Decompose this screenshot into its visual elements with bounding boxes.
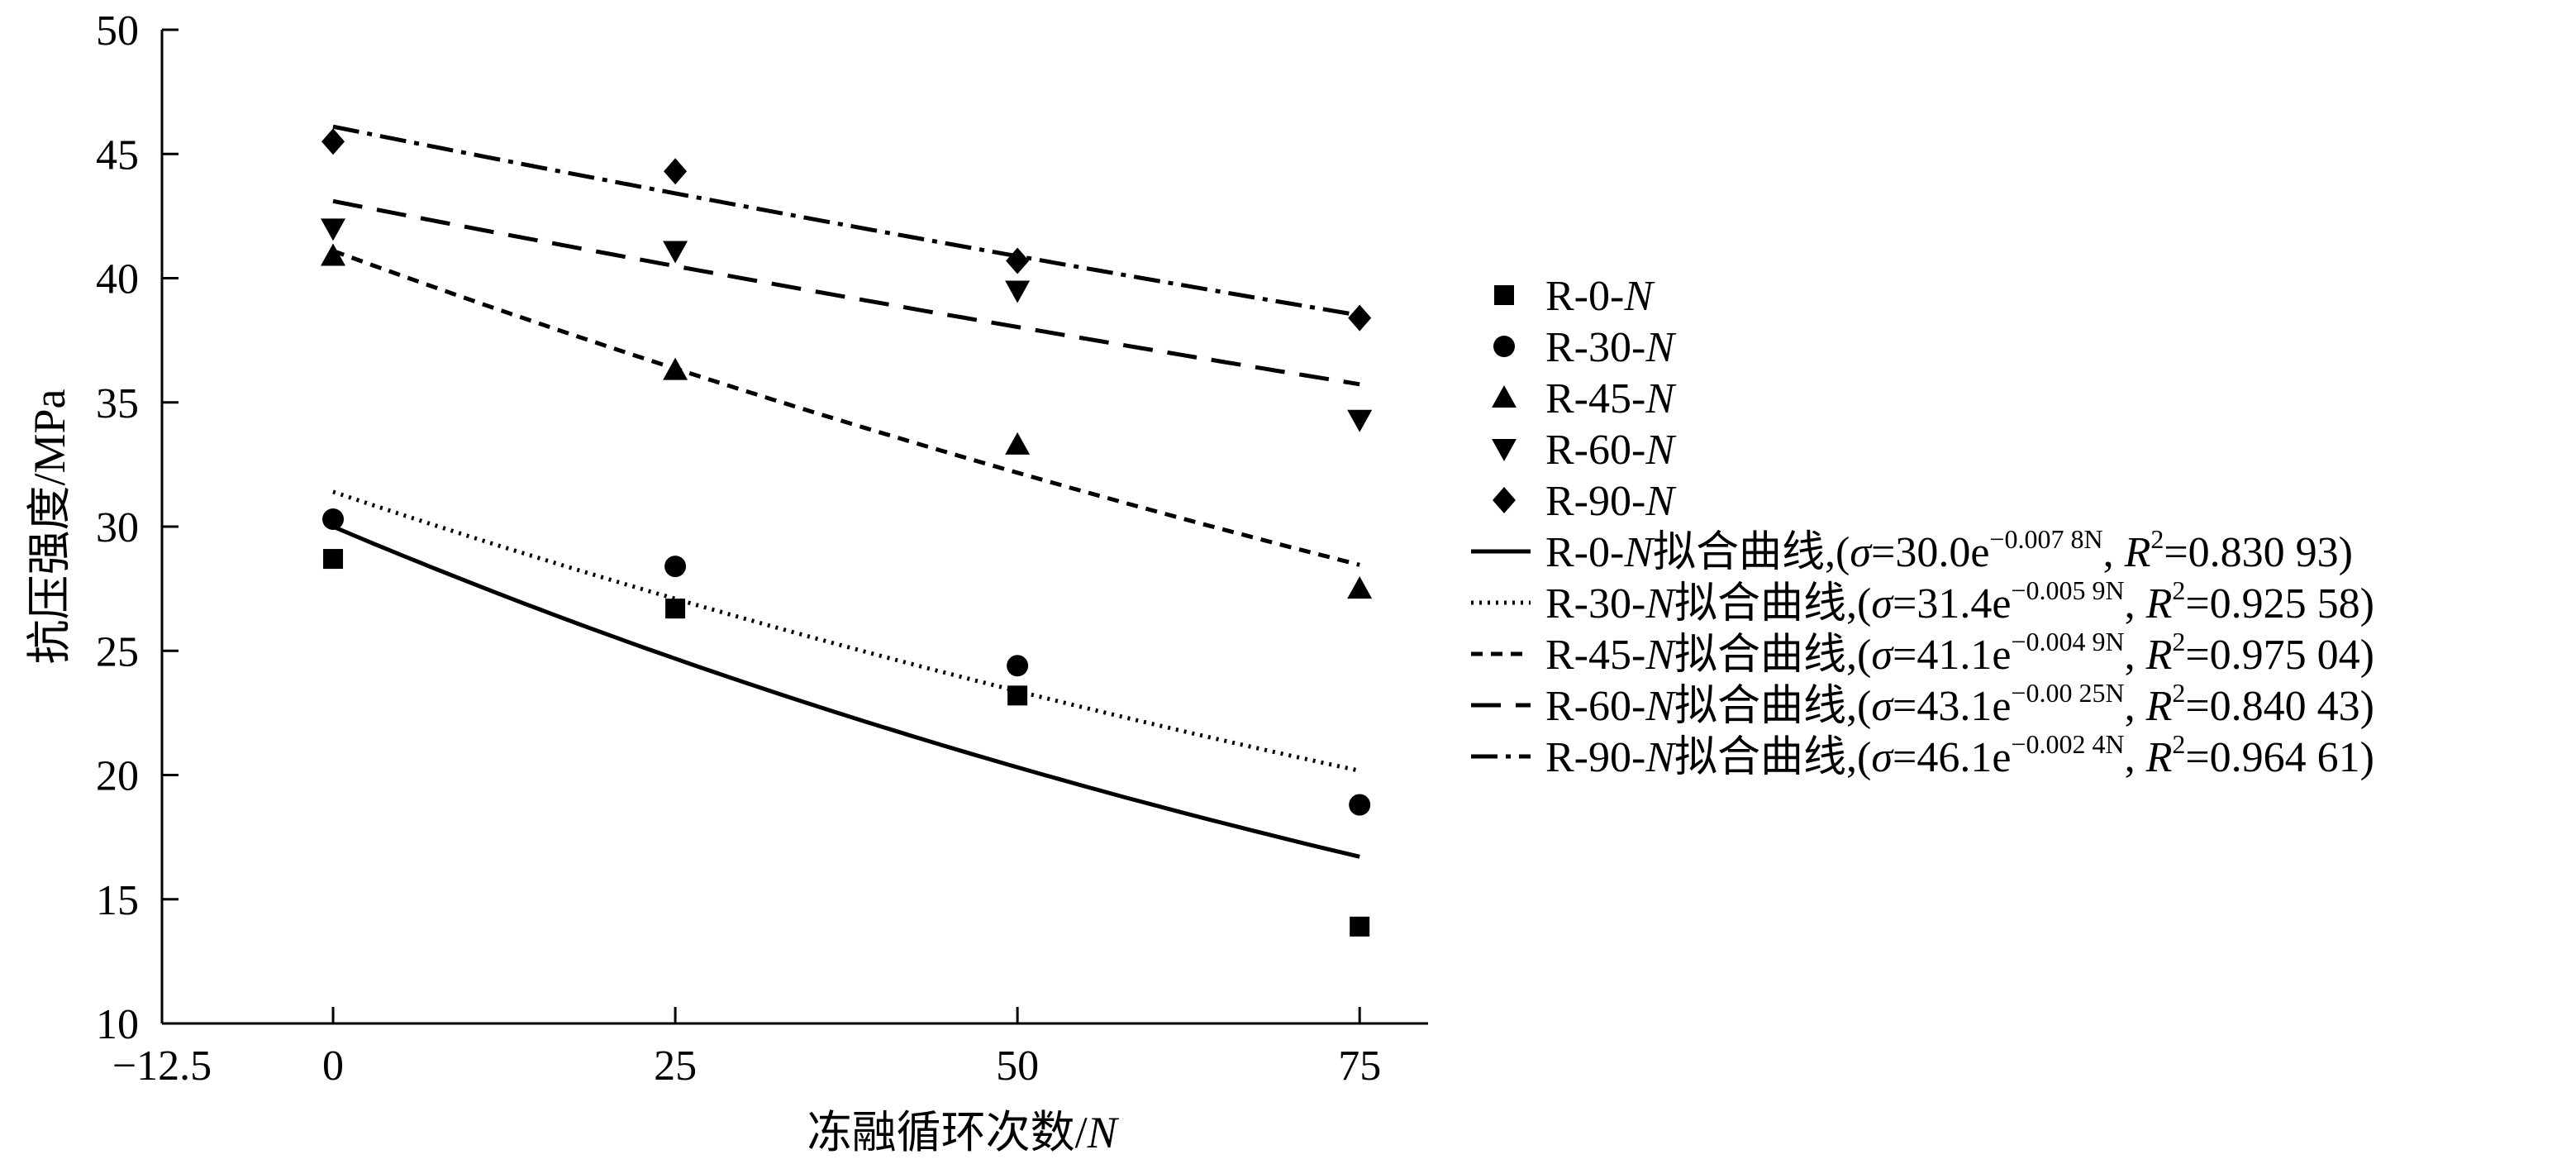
data-point-r-30-n xyxy=(664,556,687,578)
data-point-r-60-n xyxy=(1005,280,1031,303)
data-point-r-90-n xyxy=(321,128,345,155)
data-point-r-0-n xyxy=(323,549,344,570)
legend: R-0-NR-30-NR-45-N R-60-NR-90-NR-0-N拟合曲线,(… xyxy=(1471,273,2374,781)
data-point-r-60-n xyxy=(663,241,688,264)
data-point-r-90-n xyxy=(1006,247,1030,274)
x-tick-label: 50 xyxy=(996,1042,1039,1090)
legend-label-r-45-n: R-45-N xyxy=(1545,375,1677,422)
data-point-r-45-n xyxy=(1005,432,1031,455)
data-point-r-90-n xyxy=(1348,304,1372,332)
y-tick-label: 45 xyxy=(96,131,139,179)
y-tick-label: 35 xyxy=(96,380,139,427)
data-point-r-30-n xyxy=(1349,794,1371,816)
x-tick-label: 25 xyxy=(654,1042,697,1090)
fit-curve-r-45-n xyxy=(332,249,1360,567)
data-point-r-90-n xyxy=(664,158,688,185)
y-tick-label: 15 xyxy=(96,877,139,924)
data-point-r-45-n xyxy=(663,357,688,380)
legend-marker-r-60-n xyxy=(1492,439,1517,461)
y-tick-label: 50 xyxy=(96,7,139,55)
data-point-r-0-n xyxy=(1007,685,1028,706)
data-point-r-0-n xyxy=(665,599,686,619)
data-point-r-0-n xyxy=(1350,916,1370,937)
fit-lines xyxy=(332,124,1360,859)
y-tick-label: 30 xyxy=(96,504,139,551)
legend-label-r-30-n: R-30-N xyxy=(1545,324,1677,371)
data-markers xyxy=(321,128,1373,937)
y-tick-label: 40 xyxy=(96,256,139,303)
y-axis-title: 抗压强度/MPa xyxy=(25,389,74,664)
x-axis-title: 冻融循环次数/N xyxy=(807,1108,1120,1157)
legend-marker-r-90-n xyxy=(1493,487,1516,513)
data-point-r-60-n xyxy=(1347,409,1373,432)
legend-label-r-60-n: R-60-N拟合曲线,(σ=43.1e−0.00 25N, R2=0.840 4… xyxy=(1545,678,2374,730)
legend-marker-r-30-n xyxy=(1493,336,1515,357)
y-tick-label: 10 xyxy=(96,1001,139,1048)
x-tick-label: −12.5 xyxy=(112,1042,212,1090)
legend-label-r-0-n: R-0-N xyxy=(1545,273,1655,320)
legend-marker-r-45-n xyxy=(1492,385,1517,408)
fit-curve-r-30-n xyxy=(332,489,1360,773)
x-tick-label: 75 xyxy=(1338,1042,1381,1090)
legend-label-r-90-n: R-90-N xyxy=(1545,478,1677,525)
fit-curve-r-0-n xyxy=(332,524,1360,859)
legend-label-r-90-n: R-90-N拟合曲线,(σ=46.1e−0.002 4N, R2=0.964 6… xyxy=(1545,729,2374,781)
fit-curve-r-60-n xyxy=(332,198,1360,387)
y-tick-label: 25 xyxy=(96,628,139,675)
y-tick-label: 20 xyxy=(96,753,139,800)
x-tick-label: 0 xyxy=(322,1042,344,1090)
data-point-r-30-n xyxy=(1007,655,1029,677)
legend-label-r-0-n: R-0-N拟合曲线,(σ=30.0e−0.007 8N, R2=0.830 93… xyxy=(1545,524,2353,576)
data-point-r-60-n xyxy=(321,218,346,241)
fit-curve-r-90-n xyxy=(332,124,1360,317)
data-point-r-45-n xyxy=(321,243,346,266)
data-point-r-45-n xyxy=(1347,576,1373,599)
legend-label-r-45-n: R-45-N拟合曲线,(σ=41.1e−0.004 9N, R2=0.975 0… xyxy=(1545,627,2374,679)
data-point-r-30-n xyxy=(322,508,345,530)
legend-label-r-60-n: R-60-N xyxy=(1545,427,1677,474)
legend-marker-r-0-n xyxy=(1494,285,1514,305)
axes: 10 15 20 25 30 35 40 45 50 −12.5 0 25 50 75 冻融循环次数/N 抗压… xyxy=(25,7,1428,1157)
legend-label-r-30-n: R-30-N拟合曲线,(σ=31.4e−0.005 9N, R2=0.925 5… xyxy=(1545,575,2374,627)
